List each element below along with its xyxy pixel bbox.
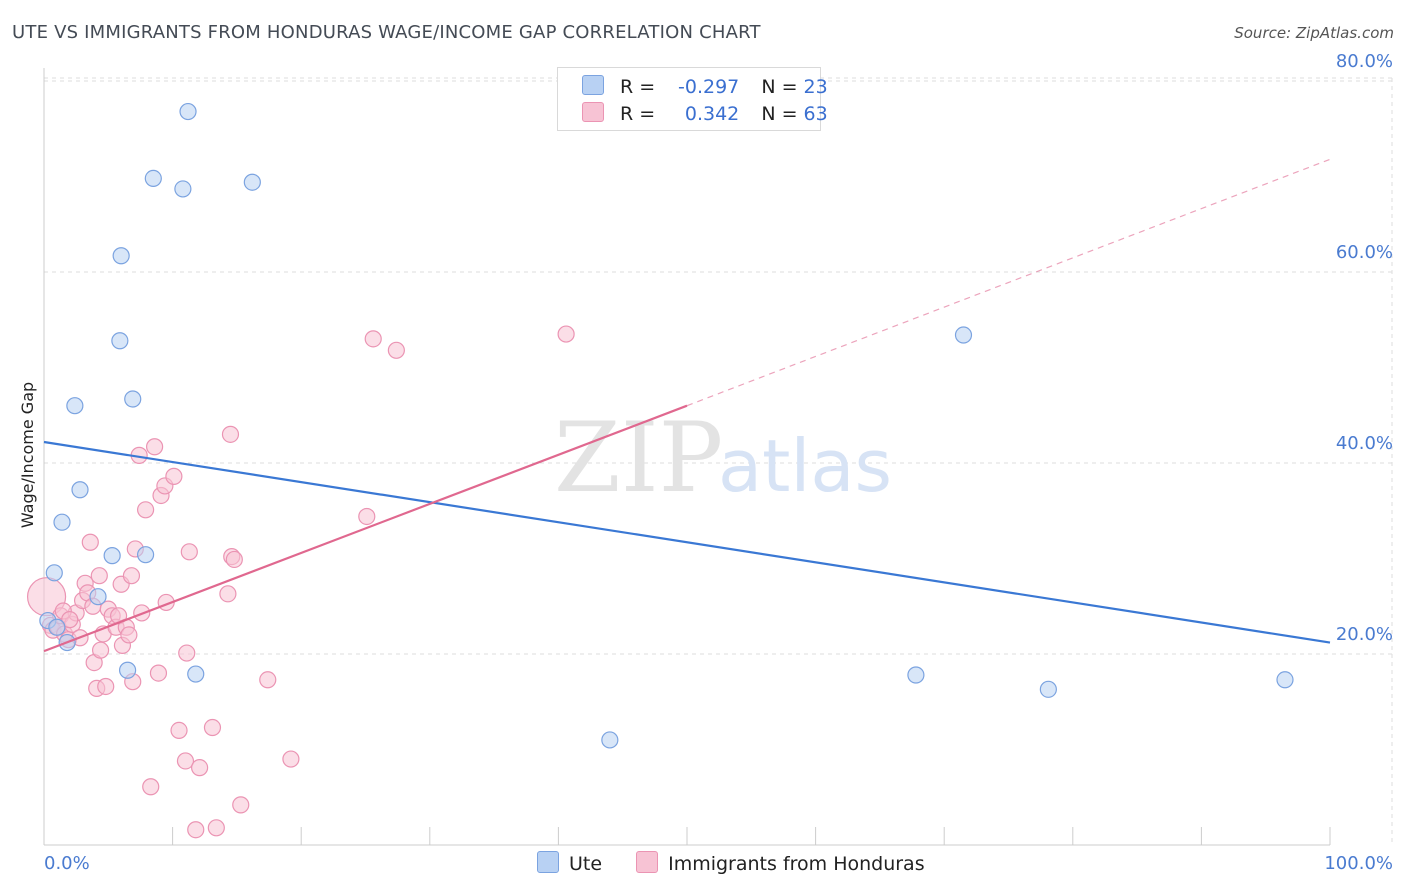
ute-point xyxy=(124,390,142,408)
trend-lines xyxy=(43,158,1331,653)
honduras-point xyxy=(91,641,110,659)
ute-point xyxy=(118,661,137,679)
watermark-zip: ZIP xyxy=(554,402,723,514)
legend-row-ute: R = -0.297 N = 23 xyxy=(582,75,828,99)
honduras-point xyxy=(149,664,168,682)
ute-point xyxy=(89,588,107,606)
stats-legend: R = -0.297 N = 23 R = 0.342 N = 63 xyxy=(557,67,828,131)
honduras-point xyxy=(207,819,225,837)
y-tick-label: 40.0% xyxy=(1336,433,1393,454)
honduras-point xyxy=(81,533,99,551)
ute-swatch xyxy=(582,75,604,95)
ute-point xyxy=(187,665,205,683)
honduras-point xyxy=(187,821,205,839)
honduras-point xyxy=(136,501,155,519)
chart-title: UTE VS IMMIGRANTS FROM HONDURAS WAGE/INC… xyxy=(12,22,761,43)
n-value: 63 xyxy=(803,103,828,125)
source-label: Source: ZipAtlas.com xyxy=(1234,24,1394,42)
watermark-atlas: atlas xyxy=(718,424,892,508)
ute-point xyxy=(71,481,89,499)
ute-point xyxy=(954,326,973,344)
honduras-point xyxy=(221,425,240,443)
ute-point xyxy=(179,102,197,121)
honduras-point xyxy=(180,543,198,561)
legend-label: Ute xyxy=(569,853,603,875)
ute-point xyxy=(111,332,129,350)
ute-point xyxy=(601,731,619,749)
honduras-point xyxy=(122,567,141,585)
y-axis-label: Wage/Income Gap xyxy=(18,382,37,528)
ute-point xyxy=(243,173,261,191)
ute-point xyxy=(45,564,63,582)
legend-item-honduras: Immigrants from Honduras xyxy=(636,851,925,875)
data-points xyxy=(26,102,1294,839)
n-label: N = xyxy=(761,103,798,125)
ute-point xyxy=(53,513,71,531)
ute-point xyxy=(48,618,66,636)
honduras-swatch xyxy=(636,851,659,873)
r-label: R = xyxy=(620,76,656,98)
y-tick-label: 60.0% xyxy=(1336,242,1393,263)
series-legend: Ute Immigrants from Honduras xyxy=(537,851,953,875)
legend-item-ute: Ute xyxy=(537,851,602,875)
honduras-point xyxy=(191,759,209,777)
ute-point xyxy=(112,247,130,265)
y-tick-label: 80.0% xyxy=(1336,51,1393,72)
ute-point xyxy=(144,169,162,188)
honduras-point xyxy=(170,721,188,740)
ute-swatch xyxy=(537,851,559,873)
honduras-point xyxy=(219,585,237,603)
ute-point xyxy=(66,397,84,415)
legend-row-honduras: R = 0.342 N = 63 xyxy=(582,102,828,126)
honduras-point xyxy=(176,752,195,770)
honduras-swatch xyxy=(582,102,604,122)
honduras-point xyxy=(282,750,300,768)
x-tick-label: 0.0% xyxy=(44,853,90,874)
ute-point xyxy=(174,180,192,198)
honduras-point xyxy=(232,796,250,814)
n-label: N = xyxy=(761,76,798,98)
honduras-point xyxy=(358,507,376,526)
honduras-point xyxy=(203,718,222,737)
honduras-point xyxy=(387,341,405,359)
honduras-point xyxy=(90,567,108,585)
honduras-point xyxy=(61,611,79,629)
honduras-point xyxy=(364,330,382,348)
ute-point xyxy=(907,666,925,684)
honduras-point xyxy=(259,671,277,689)
honduras-point xyxy=(97,677,115,696)
honduras-point xyxy=(165,467,183,485)
honduras-point xyxy=(142,778,160,796)
legend-label: Immigrants from Honduras xyxy=(668,853,925,875)
honduras-point xyxy=(120,626,138,644)
honduras-point xyxy=(225,550,243,569)
r-value: 0.342 xyxy=(684,103,740,125)
honduras-point xyxy=(178,644,196,662)
watermark: ZIP atlas xyxy=(554,402,892,514)
ute-point xyxy=(103,547,121,565)
tick-labels: 20.0% 40.0% 60.0% 80.0% 0.0% 100.0% xyxy=(44,51,1393,874)
y-tick-label: 20.0% xyxy=(1336,624,1393,645)
ute-point xyxy=(136,546,155,564)
ute-point xyxy=(1039,680,1057,698)
n-value: 23 xyxy=(803,76,828,98)
r-value: -0.297 xyxy=(678,76,740,98)
x-tick-label: 100.0% xyxy=(1324,853,1393,874)
honduras-trend-line xyxy=(43,404,688,653)
axes xyxy=(43,68,1331,846)
honduras-point xyxy=(557,325,575,343)
ute-trend-line xyxy=(43,440,1331,644)
r-label: R = xyxy=(620,103,656,125)
honduras-point xyxy=(145,438,164,456)
honduras-trend-extension xyxy=(686,158,1331,407)
ute-point xyxy=(1276,671,1294,689)
